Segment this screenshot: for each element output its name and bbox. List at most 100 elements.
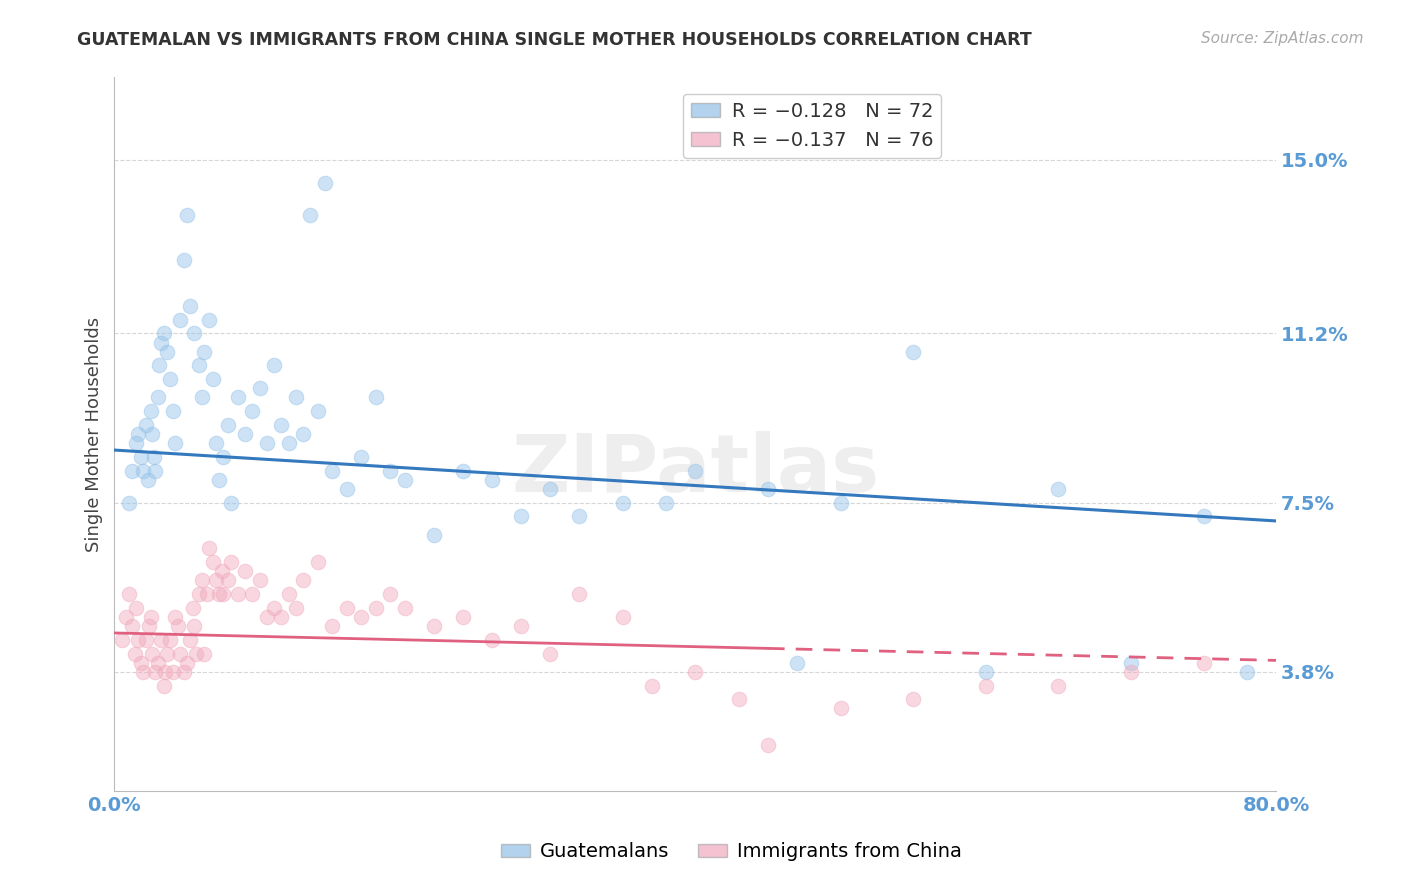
Point bbox=[1236, 665, 1258, 679]
Point bbox=[612, 496, 634, 510]
Point bbox=[284, 600, 307, 615]
Point bbox=[270, 417, 292, 432]
Point bbox=[1192, 656, 1215, 670]
Point bbox=[451, 464, 474, 478]
Point bbox=[129, 656, 152, 670]
Point bbox=[198, 312, 221, 326]
Point bbox=[146, 391, 169, 405]
Point bbox=[159, 632, 181, 647]
Point bbox=[149, 632, 172, 647]
Point bbox=[156, 344, 179, 359]
Point bbox=[451, 610, 474, 624]
Point bbox=[1047, 482, 1070, 496]
Point bbox=[187, 359, 209, 373]
Point bbox=[233, 564, 256, 578]
Point bbox=[380, 587, 402, 601]
Point bbox=[380, 464, 402, 478]
Point bbox=[364, 391, 387, 405]
Point bbox=[190, 574, 212, 588]
Point bbox=[165, 610, 187, 624]
Point bbox=[127, 632, 149, 647]
Point bbox=[162, 404, 184, 418]
Point bbox=[136, 473, 159, 487]
Point bbox=[181, 600, 204, 615]
Point bbox=[292, 574, 315, 588]
Point bbox=[127, 427, 149, 442]
Point bbox=[292, 427, 315, 442]
Point bbox=[125, 600, 148, 615]
Point bbox=[202, 372, 225, 386]
Point bbox=[277, 587, 299, 601]
Point bbox=[685, 464, 707, 478]
Point bbox=[350, 450, 373, 464]
Point bbox=[830, 496, 852, 510]
Point bbox=[284, 391, 307, 405]
Point bbox=[212, 450, 235, 464]
Point bbox=[198, 541, 221, 556]
Point bbox=[299, 208, 322, 222]
Point bbox=[118, 587, 141, 601]
Point bbox=[481, 473, 503, 487]
Point bbox=[538, 647, 561, 661]
Point bbox=[149, 335, 172, 350]
Point bbox=[148, 359, 170, 373]
Point bbox=[219, 555, 242, 569]
Legend: R = −0.128   N = 72, R = −0.137   N = 76: R = −0.128 N = 72, R = −0.137 N = 76 bbox=[683, 95, 941, 158]
Point bbox=[423, 527, 446, 541]
Point bbox=[129, 450, 152, 464]
Point bbox=[118, 496, 141, 510]
Point bbox=[173, 665, 195, 679]
Y-axis label: Single Mother Households: Single Mother Households bbox=[86, 317, 103, 551]
Point bbox=[152, 326, 174, 341]
Point bbox=[167, 619, 190, 633]
Point bbox=[568, 509, 591, 524]
Point bbox=[226, 587, 249, 601]
Point bbox=[394, 600, 416, 615]
Point bbox=[321, 619, 343, 633]
Point bbox=[233, 427, 256, 442]
Point bbox=[187, 587, 209, 601]
Legend: Guatemalans, Immigrants from China: Guatemalans, Immigrants from China bbox=[492, 834, 970, 869]
Point bbox=[183, 619, 205, 633]
Point bbox=[240, 587, 263, 601]
Point bbox=[728, 692, 751, 706]
Point bbox=[510, 619, 533, 633]
Point bbox=[183, 326, 205, 341]
Point bbox=[481, 632, 503, 647]
Point bbox=[1047, 679, 1070, 693]
Point bbox=[240, 404, 263, 418]
Point bbox=[974, 679, 997, 693]
Point bbox=[146, 656, 169, 670]
Point bbox=[655, 496, 678, 510]
Point bbox=[193, 344, 215, 359]
Point bbox=[249, 574, 271, 588]
Point bbox=[307, 404, 329, 418]
Point bbox=[394, 473, 416, 487]
Point bbox=[1192, 509, 1215, 524]
Point bbox=[786, 656, 808, 670]
Point bbox=[263, 600, 285, 615]
Point bbox=[205, 436, 228, 450]
Text: ZIPatlas: ZIPatlas bbox=[512, 431, 879, 508]
Point bbox=[277, 436, 299, 450]
Point bbox=[141, 427, 163, 442]
Point bbox=[641, 679, 664, 693]
Point bbox=[364, 600, 387, 615]
Point bbox=[202, 555, 225, 569]
Point bbox=[219, 496, 242, 510]
Point bbox=[901, 344, 924, 359]
Point bbox=[190, 391, 212, 405]
Point bbox=[321, 464, 343, 478]
Point bbox=[423, 619, 446, 633]
Point bbox=[263, 359, 285, 373]
Point bbox=[568, 587, 591, 601]
Point bbox=[179, 632, 201, 647]
Point bbox=[173, 253, 195, 268]
Point bbox=[132, 464, 155, 478]
Point bbox=[169, 647, 191, 661]
Point bbox=[612, 610, 634, 624]
Point bbox=[143, 464, 166, 478]
Point bbox=[510, 509, 533, 524]
Point bbox=[159, 372, 181, 386]
Point bbox=[350, 610, 373, 624]
